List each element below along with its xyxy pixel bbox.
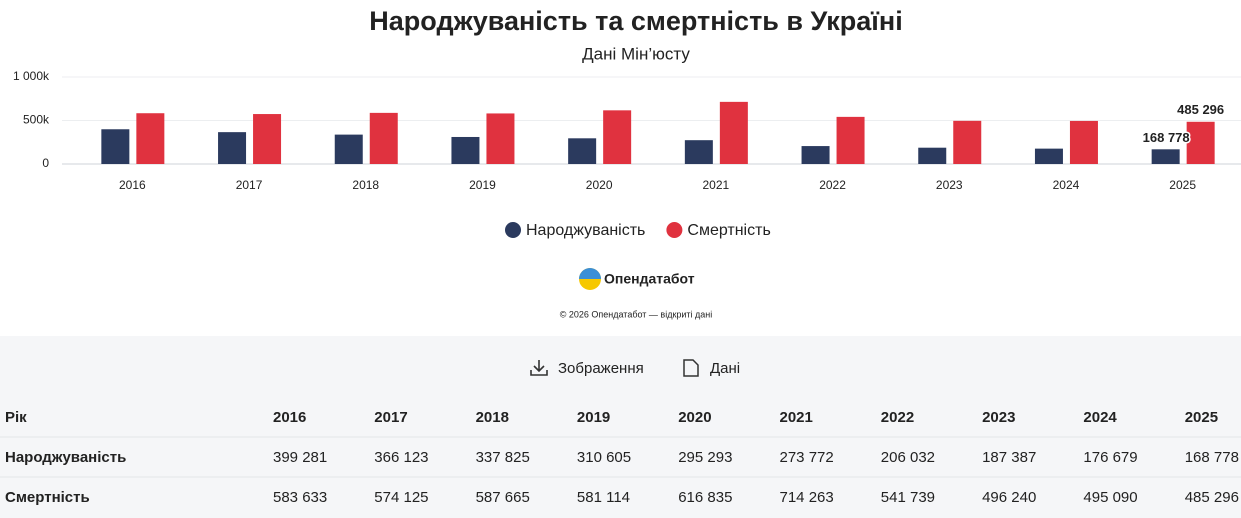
bar: [334, 134, 363, 164]
chart-background: [0, 0, 1241, 336]
table-year: 2019: [577, 409, 610, 426]
logo-half: [579, 268, 601, 279]
bar: [1069, 120, 1098, 164]
bar: [1186, 121, 1215, 164]
table-year: 2025: [1185, 409, 1218, 426]
table-panel: [0, 336, 1241, 518]
bar: [136, 113, 165, 164]
bar: [918, 147, 947, 164]
table-year: 2016: [273, 409, 306, 426]
bar: [684, 140, 713, 164]
table-row-label: Смертність: [5, 489, 90, 506]
table-year: 2020: [678, 409, 711, 426]
bar: [836, 116, 865, 164]
data-label: 168 778: [1143, 130, 1190, 145]
bar: [719, 101, 748, 164]
table-year: 2018: [476, 409, 509, 426]
table-cell: 399 281: [273, 449, 327, 466]
table-year: 2023: [982, 409, 1015, 426]
table-header-label: Рік: [5, 409, 27, 426]
bar: [1151, 149, 1180, 164]
y-tick-label: 500k: [23, 113, 50, 127]
x-tick-label: 2022: [819, 178, 846, 192]
table-cell: 273 772: [780, 449, 834, 466]
table-cell: 485 296: [1185, 489, 1239, 506]
table-cell: 583 633: [273, 489, 327, 506]
table-cell: 206 032: [881, 449, 935, 466]
bar: [953, 120, 982, 164]
chart-title: Народжуваність та смертність в Україні: [369, 6, 902, 36]
bar: [486, 113, 515, 164]
x-tick-label: 2018: [352, 178, 379, 192]
toolbar-button[interactable]: Дані: [710, 360, 740, 377]
data-label: 485 296: [1177, 102, 1224, 117]
footer: © 2026 Опендатабот — відкриті дані: [560, 309, 713, 319]
table-year: 2024: [1083, 409, 1117, 426]
table-year: 2017: [374, 409, 407, 426]
x-tick-label: 2017: [236, 178, 263, 192]
download-data-button[interactable]: Дані: [683, 359, 740, 377]
x-tick-label: 2020: [586, 178, 613, 192]
legend-marker: [505, 222, 521, 238]
y-tick-label: 1 000k: [13, 69, 50, 83]
chart-subtitle: Дані Мін’юсту: [582, 44, 690, 63]
download-icon: [530, 360, 548, 376]
table-cell: 496 240: [982, 489, 1036, 506]
table-cell: 616 835: [678, 489, 732, 506]
table-cell: 168 778: [1185, 449, 1239, 466]
table-cell: 541 739: [881, 489, 935, 506]
x-tick-label: 2023: [936, 178, 963, 192]
download-image-button[interactable]: Зображення: [530, 360, 644, 377]
table-cell: 310 605: [577, 449, 631, 466]
x-tick-label: 2024: [1053, 178, 1080, 192]
bar: [218, 132, 247, 164]
bar: [369, 112, 398, 164]
bar: [568, 138, 597, 164]
x-tick-label: 2021: [702, 178, 729, 192]
table-cell: 581 114: [577, 489, 630, 506]
table-cell: 714 263: [780, 489, 834, 506]
bar: [253, 114, 282, 164]
legend-marker: [666, 222, 683, 238]
table-cell: 187 387: [982, 449, 1036, 466]
bar: [1034, 148, 1063, 164]
table-cell: 366 123: [374, 449, 428, 466]
table-cell: 176 679: [1083, 449, 1137, 466]
table-year: 2022: [881, 409, 914, 426]
brand-name: Опендатабот: [604, 271, 695, 287]
table-row-label: Народжуваність: [5, 449, 126, 466]
table-year: 2021: [780, 409, 813, 426]
legend-label: Народжуваність: [526, 222, 645, 239]
x-tick-label: 2016: [119, 178, 146, 192]
table-cell: 587 665: [476, 489, 530, 506]
table-cell: 574 125: [374, 489, 428, 506]
table-cell: 337 825: [476, 449, 530, 466]
table-cell: 295 293: [678, 449, 732, 466]
bar: [101, 129, 130, 164]
csv-icon: [683, 359, 699, 377]
legend-label: Смертність: [687, 222, 770, 239]
bar: [451, 136, 480, 164]
table-cell: 495 090: [1083, 489, 1137, 506]
x-tick-label: 2025: [1169, 178, 1196, 192]
bar: [603, 110, 632, 164]
y-tick-label: 0: [42, 156, 49, 170]
bar: [801, 146, 830, 164]
x-tick-label: 2019: [469, 178, 496, 192]
toolbar-button[interactable]: Зображення: [558, 360, 644, 377]
brand-logo: [579, 268, 601, 290]
